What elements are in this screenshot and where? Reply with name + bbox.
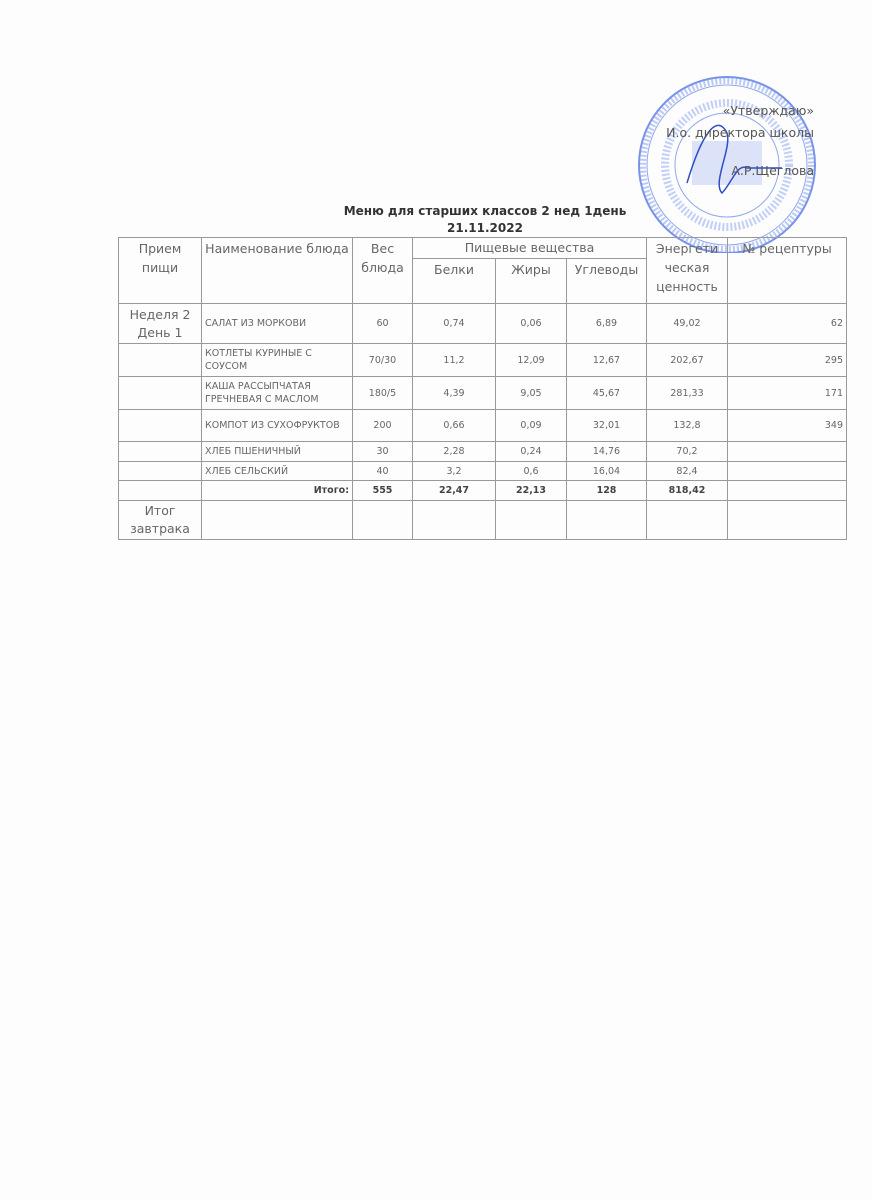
table-row: КОМПОТ ИЗ СУХОФРУКТОВ 200 0,66 0,09 32,01 132… bbox=[118, 409, 847, 442]
cell-dish: КАША РАССЫПЧАТАЯ ГРЕЧНЕВАЯ С МАСЛОМ bbox=[201, 376, 353, 410]
document-title: Меню для старших классов 2 нед 1день bbox=[343, 204, 627, 218]
header-nutrients: Пищевые вещества bbox=[412, 237, 647, 259]
cell-fat: 0,09 bbox=[495, 409, 567, 442]
cell-fat: 12,09 bbox=[495, 343, 567, 377]
total-label: Итого: bbox=[201, 480, 353, 501]
menu-table: Прием пищи Наименование блюда Вес блюда … bbox=[118, 237, 847, 540]
cell-fat: 0,06 bbox=[495, 303, 567, 344]
header-energy: Энергети ческая ценность bbox=[646, 237, 728, 304]
cell-protein: 0,74 bbox=[412, 303, 496, 344]
header-weight: Вес блюда bbox=[352, 237, 413, 304]
cell-recipe: 171 bbox=[727, 376, 847, 410]
cell-carbs: 45,67 bbox=[566, 376, 647, 410]
footer-row: Итог завтрака bbox=[118, 500, 847, 540]
cell-protein: 3,2 bbox=[412, 461, 496, 481]
cell-fat: 9,05 bbox=[495, 376, 567, 410]
header-recipe: № рецептуры bbox=[727, 237, 847, 304]
table-row: КОТЛЕТЫ КУРИНЫЕ С СОУСОМ 70/30 11,2 12,09 12… bbox=[118, 343, 847, 377]
total-weight: 555 bbox=[352, 480, 413, 501]
cell-recipe bbox=[727, 441, 847, 462]
cell-recipe bbox=[727, 461, 847, 481]
approval-line-1: «Утверждаю» bbox=[722, 103, 814, 118]
cell-meal bbox=[118, 461, 202, 481]
cell-energy: 70,2 bbox=[646, 441, 728, 462]
cell-protein: 4,39 bbox=[412, 376, 496, 410]
cell-protein: 11,2 bbox=[412, 343, 496, 377]
table-row: ХЛЕБ СЕЛЬСКИЙ 40 3,2 0,6 16,04 82,4 bbox=[118, 461, 847, 481]
cell-energy: 202,67 bbox=[646, 343, 728, 377]
header-fat: Жиры bbox=[495, 258, 567, 304]
cell-carbs: 14,76 bbox=[566, 441, 647, 462]
document-date: 21.11.2022 bbox=[447, 221, 523, 235]
cell-dish: ХЛЕБ СЕЛЬСКИЙ bbox=[201, 461, 353, 481]
total-carbs: 128 bbox=[566, 480, 647, 501]
cell-dish: САЛАТ ИЗ МОРКОВИ bbox=[201, 303, 353, 344]
cell-meal: Неделя 2 День 1 bbox=[118, 303, 202, 344]
cell-weight: 60 bbox=[352, 303, 413, 344]
table-row: Неделя 2 День 1 САЛАТ ИЗ МОРКОВИ 60 0,74 0,0… bbox=[118, 303, 847, 344]
cell-energy: 281,33 bbox=[646, 376, 728, 410]
total-protein: 22,47 bbox=[412, 480, 496, 501]
cell-protein: 2,28 bbox=[412, 441, 496, 462]
cell-dish: ХЛЕБ ПШЕНИЧНЫЙ bbox=[201, 441, 353, 462]
header-dish: Наименование блюда bbox=[201, 237, 353, 304]
cell-carbs: 6,89 bbox=[566, 303, 647, 344]
header-protein: Белки bbox=[412, 258, 496, 304]
cell-energy: 49,02 bbox=[646, 303, 728, 344]
cell-protein: 0,66 bbox=[412, 409, 496, 442]
cell-meal bbox=[118, 376, 202, 410]
cell-carbs: 32,01 bbox=[566, 409, 647, 442]
total-energy: 818,42 bbox=[646, 480, 728, 501]
cell-recipe: 349 bbox=[727, 409, 847, 442]
total-row: Итого: 555 22,47 22,13 128 818,42 bbox=[118, 480, 847, 501]
table-row: ХЛЕБ ПШЕНИЧНЫЙ 30 2,28 0,24 14,76 70,2 bbox=[118, 441, 847, 462]
cell-weight: 40 bbox=[352, 461, 413, 481]
cell-weight: 200 bbox=[352, 409, 413, 442]
approval-signatory: А.Р.Щеглова bbox=[731, 163, 814, 178]
cell-carbs: 12,67 bbox=[566, 343, 647, 377]
cell-carbs: 16,04 bbox=[566, 461, 647, 481]
header-meal: Прием пищи bbox=[118, 237, 202, 304]
table-row: КАША РАССЫПЧАТАЯ ГРЕЧНЕВАЯ С МАСЛОМ 180/5… bbox=[118, 376, 847, 410]
cell-recipe: 62 bbox=[727, 303, 847, 344]
cell-energy: 82,4 bbox=[646, 461, 728, 481]
cell-meal bbox=[118, 409, 202, 442]
cell-fat: 0,24 bbox=[495, 441, 567, 462]
cell-recipe: 295 bbox=[727, 343, 847, 377]
cell-fat: 0,6 bbox=[495, 461, 567, 481]
header-carbs: Углеводы bbox=[566, 258, 647, 304]
cell-meal bbox=[118, 343, 202, 377]
approval-line-2: И.о. директора школы bbox=[666, 125, 814, 140]
cell-weight: 70/30 bbox=[352, 343, 413, 377]
cell-meal bbox=[118, 441, 202, 462]
total-fat: 22,13 bbox=[495, 480, 567, 501]
cell-dish: КОТЛЕТЫ КУРИНЫЕ С СОУСОМ bbox=[201, 343, 353, 377]
cell-weight: 30 bbox=[352, 441, 413, 462]
cell-energy: 132,8 bbox=[646, 409, 728, 442]
cell-weight: 180/5 bbox=[352, 376, 413, 410]
footer-label: Итог завтрака bbox=[118, 500, 202, 540]
cell-dish: КОМПОТ ИЗ СУХОФРУКТОВ bbox=[201, 409, 353, 442]
